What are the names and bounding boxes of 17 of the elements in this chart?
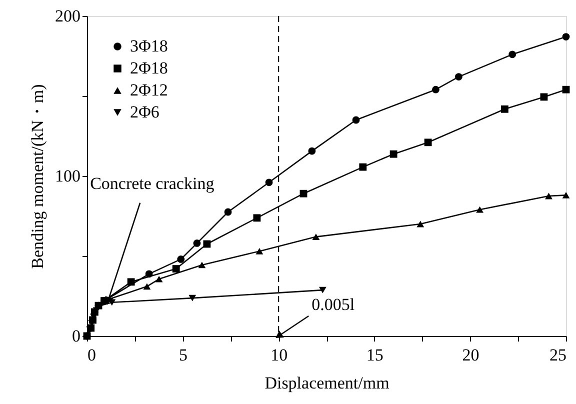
- x-axis-title: Displacement/mm: [264, 374, 390, 392]
- annotation: 0.005l: [312, 295, 355, 314]
- legend-label: 3Φ18: [130, 36, 168, 56]
- y-tick-label: 100: [55, 166, 80, 186]
- x-tick-label: 20: [462, 346, 480, 364]
- legend-label: 2Φ18: [130, 58, 168, 78]
- y-tick-label: 200: [55, 6, 80, 26]
- y-axis-title: Bending moment/(kN・m): [28, 84, 47, 269]
- annotation: Concrete cracking: [90, 174, 215, 193]
- legend-label: 2Φ6: [130, 102, 160, 122]
- x-tick-label: 15: [366, 346, 384, 364]
- legend-label: 2Φ12: [130, 80, 168, 100]
- x-tick-label: 10: [270, 346, 288, 364]
- y-tick-label: 0: [72, 326, 80, 346]
- x-tick-label: 0: [88, 346, 96, 364]
- x-tick-label: 5: [179, 346, 188, 364]
- x-tick-label: 25: [550, 346, 566, 364]
